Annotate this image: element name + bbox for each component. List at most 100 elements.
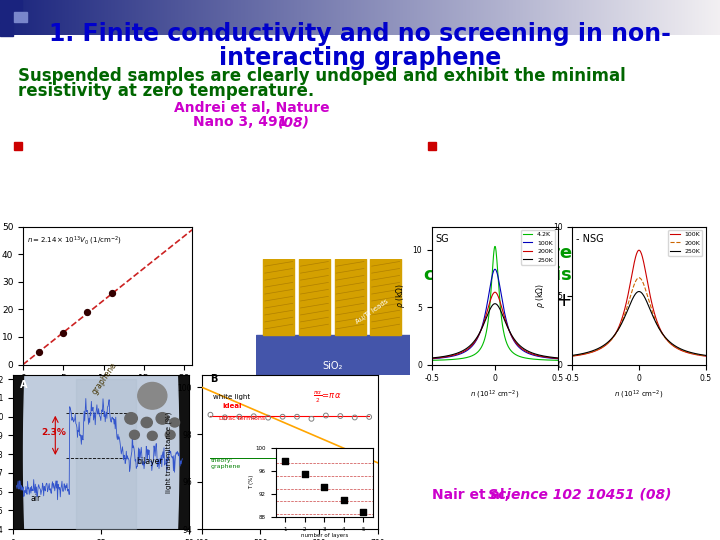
200K	[554, 355, 562, 362]
200K	[534, 353, 543, 359]
100K	[634, 247, 643, 253]
200K	[689, 350, 698, 357]
Line: 200K: 200K	[572, 278, 706, 356]
250K	[681, 347, 690, 354]
Text: 1. Finite conductivity and no screening in non-: 1. Finite conductivity and no screening …	[49, 22, 671, 46]
Text: Au/Ti leads: Au/Ti leads	[354, 298, 389, 325]
250K	[503, 323, 512, 330]
Legend: 4.2K, 100K, 200K, 250K: 4.2K, 100K, 200K, 250K	[521, 230, 555, 265]
200K	[634, 274, 643, 281]
250K	[503, 322, 511, 329]
Point	[306, 415, 318, 423]
4.2K	[542, 357, 551, 363]
X-axis label: $|V_0|\ \mathrm{(V)}$: $|V_0|\ \mathrm{(V)}$	[89, 389, 126, 403]
Bar	[335, 259, 366, 335]
Text: 2.3%: 2.3%	[41, 428, 66, 437]
Text: resistivity at zero temperature.: resistivity at zero temperature.	[18, 82, 314, 100]
250K	[542, 353, 551, 360]
Point	[58, 328, 69, 337]
Bar	[264, 259, 294, 335]
Line: 200K: 200K	[432, 292, 558, 359]
100K	[534, 353, 543, 360]
4.2K	[554, 357, 562, 363]
Point	[248, 412, 259, 421]
250K	[568, 352, 577, 359]
200K	[490, 289, 499, 295]
200K	[569, 353, 577, 359]
Text: $\frac{\pi\alpha}{2}\!=\!\pi\alpha$: $\frac{\pi\alpha}{2}\!=\!\pi\alpha$	[313, 390, 342, 405]
250K	[689, 350, 698, 356]
Point	[276, 413, 288, 421]
Text: theory:
graphene: theory: graphene	[210, 458, 240, 469]
250K	[569, 352, 577, 359]
Bar	[370, 259, 401, 335]
Text: conductivity is the same: conductivity is the same	[424, 266, 672, 284]
200K	[681, 348, 690, 355]
Text: SiO₂: SiO₂	[323, 361, 343, 371]
Line: 250K: 250K	[432, 303, 558, 358]
100K	[428, 355, 436, 362]
Polygon shape	[24, 41, 179, 540]
200K	[568, 353, 577, 359]
Text: interacting graphene: interacting graphene	[219, 46, 501, 70]
200K	[647, 307, 656, 313]
4.2K	[490, 243, 499, 249]
100K	[503, 321, 512, 328]
100K	[701, 353, 710, 360]
Text: bilayer: bilayer	[137, 456, 163, 465]
100K	[428, 355, 437, 362]
Legend: 100K, 200K, 250K: 100K, 200K, 250K	[668, 230, 703, 256]
250K	[647, 310, 656, 316]
Text: Nair et al,: Nair et al,	[432, 488, 515, 502]
200K	[503, 322, 511, 328]
Text: A: A	[20, 381, 27, 390]
100K	[648, 301, 657, 308]
Bar	[428, 142, 436, 150]
100K	[681, 349, 690, 355]
100K	[554, 355, 562, 362]
Y-axis label: light transmittance (%): light transmittance (%)	[166, 411, 172, 493]
4.2K	[534, 356, 543, 363]
Text: graphene: graphene	[91, 361, 119, 396]
200K	[648, 308, 657, 314]
100K	[542, 354, 551, 361]
Y-axis label: $\rho\ (\mathrm{k}\Omega)$: $\rho\ (\mathrm{k}\Omega)$	[394, 283, 407, 308]
Text: ideal: ideal	[222, 403, 242, 409]
Line: 100K: 100K	[572, 250, 706, 356]
Point	[33, 348, 45, 356]
250K	[554, 355, 562, 361]
Y-axis label: $\rho\ (\mathrm{k}\Omega)$: $\rho\ (\mathrm{k}\Omega)$	[534, 283, 547, 308]
200K	[505, 328, 514, 335]
250K	[634, 288, 643, 295]
4.2K	[505, 346, 514, 352]
Text: B: B	[210, 374, 217, 384]
Text: On optical frequencies: On optical frequencies	[434, 244, 662, 262]
Bar	[14, 12, 27, 22]
X-axis label: $n\ (10^{12}\ \mathrm{cm}^{-2})$: $n\ (10^{12}\ \mathrm{cm}^{-2})$	[614, 389, 664, 401]
250K	[534, 352, 543, 358]
Bar	[14, 142, 22, 150]
Text: white light: white light	[213, 394, 251, 400]
Line: 4.2K: 4.2K	[432, 246, 558, 360]
Point	[320, 411, 332, 420]
Bar	[299, 259, 330, 335]
100K	[650, 310, 659, 316]
Text: Science 102 10451 (08): Science 102 10451 (08)	[488, 488, 672, 502]
250K	[505, 328, 514, 334]
250K	[428, 355, 436, 361]
Text: air: air	[30, 494, 41, 503]
Text: Andrei et al, Nature: Andrei et al, Nature	[174, 101, 330, 115]
100K	[505, 328, 514, 334]
250K	[490, 300, 499, 307]
100K	[490, 266, 499, 273]
Point	[335, 411, 346, 420]
Line: 250K: 250K	[572, 292, 706, 355]
4.2K	[503, 341, 511, 347]
Text: $n=2.14\times10^{13}V_0\ (1/\mathrm{cm}^{-2})$: $n=2.14\times10^{13}V_0\ (1/\mathrm{cm}^…	[27, 235, 122, 247]
200K	[428, 355, 437, 362]
Point	[364, 413, 375, 421]
Point	[82, 308, 94, 316]
Text: $\sigma_0\left(\omega\right)=\dfrac{\pi}{2}\dfrac{e^2}{h}+i\times 0+O\!\left(\df: $\sigma_0\left(\omega\right)=\dfrac{\pi}…	[435, 279, 693, 322]
100K	[503, 320, 511, 326]
Bar	[0, 23, 13, 36]
